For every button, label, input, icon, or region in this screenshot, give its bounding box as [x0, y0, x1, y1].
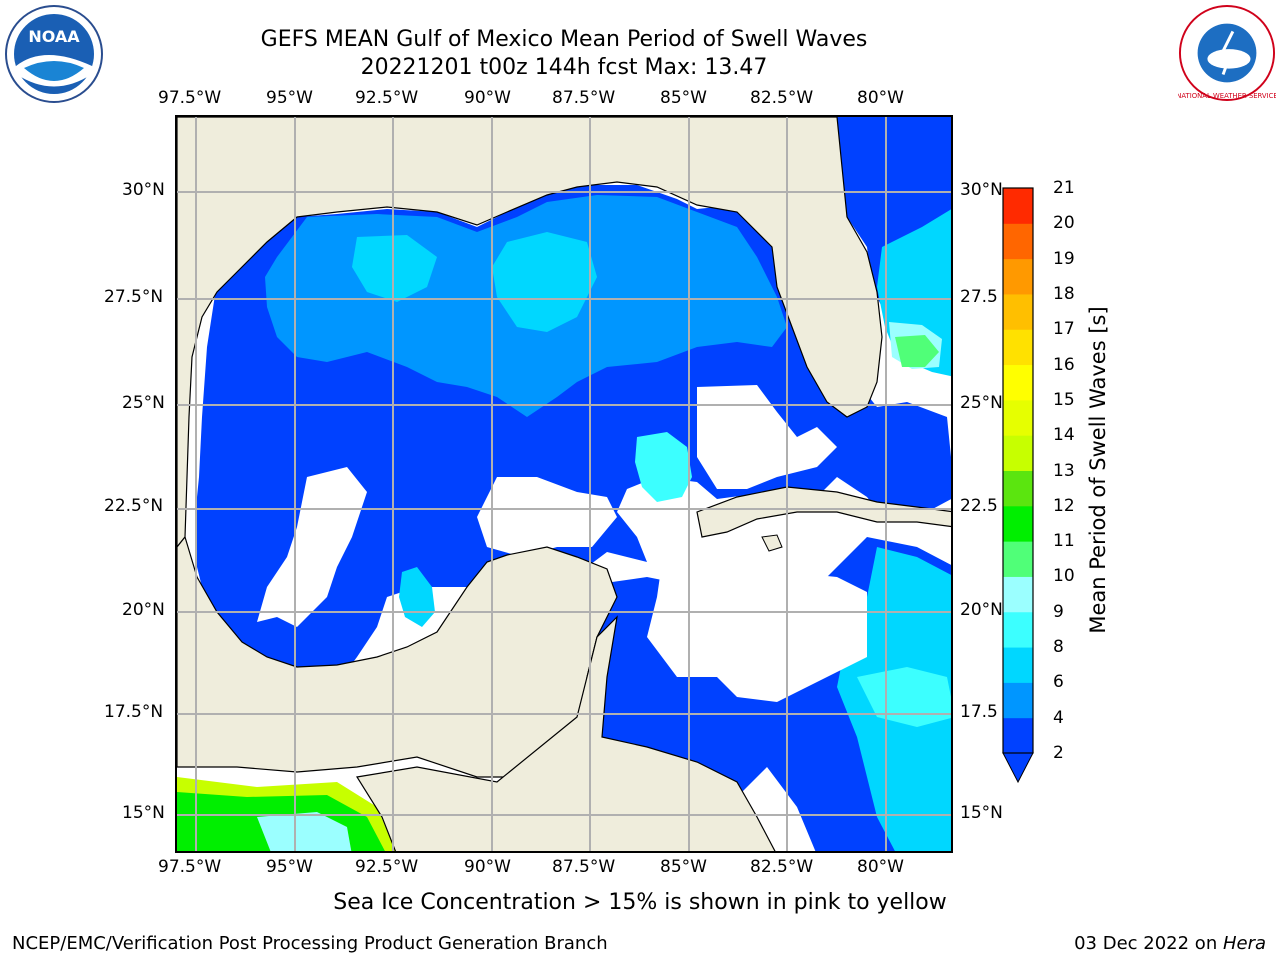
land-isla-juventud — [761, 534, 783, 552]
colorbar-tick-label: 10 — [1053, 566, 1075, 587]
noaa-logo: NOAA — [5, 5, 103, 103]
lon-label-top: 87.5°W — [552, 88, 616, 108]
land-us-north — [177, 117, 883, 548]
graticule — [177, 117, 951, 851]
colorbar-swatch — [1003, 576, 1033, 613]
map-subtitle: 20221201 t00z 144h fcst Max: 13.47 — [360, 55, 768, 80]
lat-label-right: 17.5 — [960, 702, 998, 722]
colorbar-swatch — [1003, 470, 1033, 507]
swell-field-east-10s — [895, 335, 939, 367]
land-central-america — [356, 615, 776, 851]
colorbar-swatch — [1003, 399, 1033, 436]
colorbar-swatch — [1003, 258, 1033, 295]
lat-label-left: 17.5°N — [104, 702, 164, 722]
colorbar-swatch — [1003, 329, 1033, 366]
colorbar-swatch — [1003, 223, 1033, 260]
lon-label-top: 92.5°W — [355, 88, 419, 108]
nws-logo: NATIONAL WEATHER SERVICE — [1178, 4, 1276, 102]
colorbar-tick-label: 20 — [1053, 213, 1075, 234]
lon-label-bottom: 90°W — [464, 857, 511, 877]
lon-label-bottom: 82.5°W — [750, 857, 814, 877]
colorbar-swatch — [1003, 541, 1033, 577]
lon-label-bottom: 95°W — [266, 857, 313, 877]
lat-label-right: 15°N — [960, 803, 1003, 823]
colorbar-tick-label: 4 — [1053, 707, 1064, 728]
colorbar-swatch — [1003, 717, 1033, 754]
map-title: GEFS MEAN Gulf of Mexico Mean Period of … — [260, 27, 868, 52]
colorbar-tick-label: 9 — [1053, 601, 1064, 622]
colorbar-swatch — [1003, 435, 1033, 471]
lon-label-top: 97.5°W — [158, 88, 222, 108]
colorbar-tick-label: 6 — [1053, 672, 1064, 693]
colorbar-swatch — [1003, 682, 1033, 719]
svg-text:NATIONAL WEATHER SERVICE: NATIONAL WEATHER SERVICE — [1178, 92, 1276, 100]
lon-label-bottom: 85°W — [660, 857, 707, 877]
colorbar-tick-label: 2 — [1053, 743, 1064, 763]
missing-patch-west — [257, 467, 367, 627]
colorbar-swatch — [1003, 364, 1033, 401]
lat-label-right: 22.5 — [960, 496, 998, 516]
lon-label-top: 82.5°W — [750, 88, 814, 108]
colorbar-tick-label: 14 — [1053, 425, 1075, 446]
land-mexico — [177, 535, 618, 778]
missing-patch-caribbean — [647, 557, 867, 702]
lon-label-bottom: 92.5°W — [355, 857, 419, 877]
lat-label-left: 25°N — [122, 393, 165, 413]
lat-label-right: 25°N — [960, 393, 1003, 413]
missing-patch-cuba-north — [697, 385, 837, 489]
land-cuba — [696, 486, 951, 538]
lon-label-top: 80°W — [857, 88, 904, 108]
lat-label-left: 22.5°N — [104, 496, 164, 516]
lon-label-bottom: 97.5°W — [158, 857, 222, 877]
swell-field-6s-gulf-center — [635, 432, 692, 502]
colorbar-swatch — [1003, 505, 1033, 542]
colorbar-tick-label: 18 — [1053, 283, 1075, 304]
lon-label-top: 85°W — [660, 88, 707, 108]
swell-field-6s — [352, 232, 597, 332]
colorbar-tick-label: 19 — [1053, 248, 1075, 269]
colorbar-swatch — [1003, 611, 1033, 648]
colorbar-swatch — [1003, 188, 1033, 224]
colorbar — [1002, 187, 1034, 784]
footer-machine: Hera — [1222, 933, 1266, 954]
colorbar-label: Mean Period of Swell Waves [s] — [1086, 306, 1110, 634]
lat-label-right: 27.5 — [960, 287, 998, 307]
swell-field-se-8s — [857, 667, 951, 727]
lat-label-left: 27.5°N — [104, 287, 164, 307]
missing-patch-yucatan — [477, 477, 617, 557]
footer-credit: NCEP/EMC/Verification Post Processing Pr… — [12, 933, 608, 954]
lon-label-bottom: 80°W — [857, 857, 904, 877]
colorbar-tick-label: 12 — [1053, 495, 1075, 516]
colorbar-min-extension — [1002, 752, 1034, 784]
colorbar-tick-label: 21 — [1053, 178, 1075, 198]
lat-label-left: 20°N — [122, 600, 165, 620]
lat-label-left: 15°N — [122, 803, 165, 823]
colorbar-tick-label: 16 — [1053, 354, 1075, 375]
lon-label-top: 95°W — [266, 88, 313, 108]
map-panel — [175, 115, 953, 853]
lat-label-right: 20°N — [960, 600, 1003, 620]
svg-text:NOAA: NOAA — [28, 27, 80, 46]
lon-label-bottom: 87.5°W — [552, 857, 616, 877]
colorbar-tick-label: 11 — [1053, 531, 1075, 552]
colorbar-tick-label: 8 — [1053, 637, 1064, 658]
swell-period-map — [177, 117, 951, 851]
colorbar-swatch — [1003, 293, 1033, 330]
colorbar-tick-label: 13 — [1053, 460, 1075, 481]
colorbar-tick-label: 15 — [1053, 389, 1075, 410]
colorbar-swatch — [1003, 647, 1033, 683]
footer-date: 03 Dec 2022 on Hera — [1074, 933, 1266, 954]
colorbar-tick-label: 17 — [1053, 319, 1075, 340]
sea-ice-note: Sea Ice Concentration > 15% is shown in … — [333, 890, 947, 915]
lat-label-right: 30°N — [960, 180, 1003, 200]
colorbar-swatches — [1003, 188, 1033, 754]
lon-label-top: 90°W — [464, 88, 511, 108]
lat-label-left: 30°N — [122, 180, 165, 200]
swell-field-pacific-9s — [257, 812, 352, 851]
